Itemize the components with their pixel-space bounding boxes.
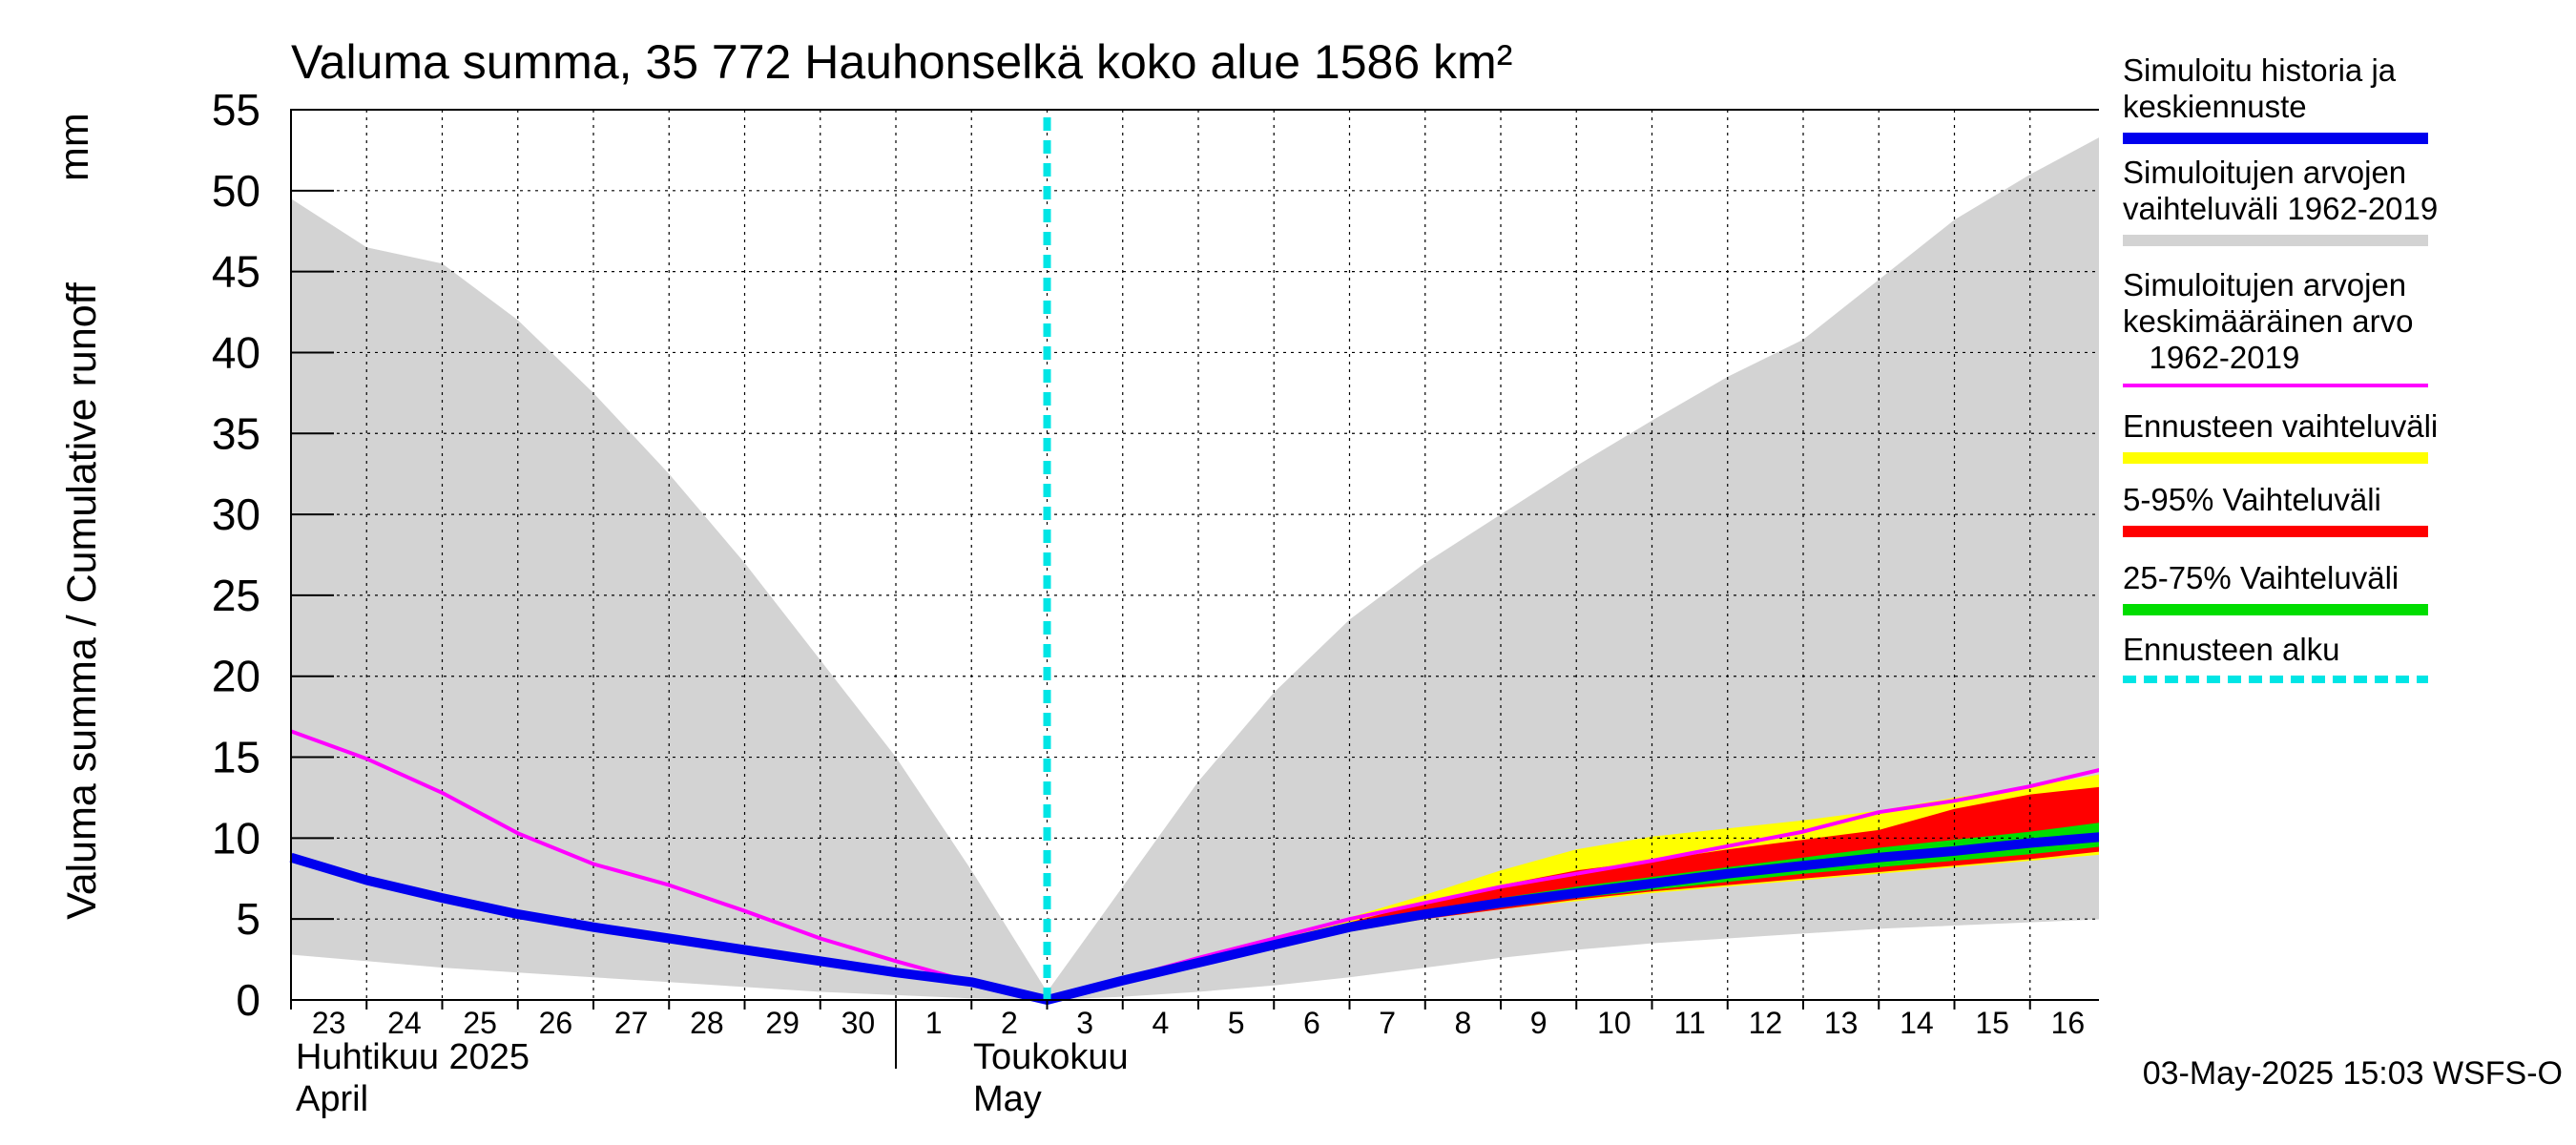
y-tick-label: 0	[236, 975, 260, 1025]
runoff-chart: Valuma summa, 35 772 Hauhonselkä koko al…	[52, 35, 2099, 1119]
x-tick-label: 8	[1454, 1006, 1471, 1040]
x-tick-label: 25	[463, 1006, 497, 1040]
legend-swatch	[2123, 235, 2428, 246]
month-label-en: May	[973, 1079, 1042, 1119]
x-tick-label: 27	[614, 1006, 649, 1040]
month-label-fi: Toukokuu	[973, 1037, 1129, 1077]
x-tick-label: 5	[1228, 1006, 1245, 1040]
x-tick-label: 9	[1530, 1006, 1548, 1040]
legend-swatch	[2123, 133, 2428, 144]
legend-label: Ennusteen vaihteluväli	[2123, 408, 2439, 444]
y-tick-label: 40	[212, 327, 260, 377]
footer-timestamp: 03-May-2025 15:03 WSFS-O	[2142, 1055, 2563, 1092]
y-tick-label: 25	[212, 571, 260, 620]
y-axis-label: Valuma summa / Cumulative runoff	[59, 281, 105, 920]
legend-label: 25-75% Vaihteluväli	[2123, 560, 2399, 595]
y-tick-label: 45	[212, 247, 260, 297]
x-tick-label: 28	[690, 1006, 724, 1040]
x-tick-label: 26	[539, 1006, 573, 1040]
y-tick-label: 50	[212, 166, 260, 216]
x-tick-label: 29	[765, 1006, 800, 1040]
x-tick-label: 24	[387, 1006, 422, 1040]
x-tick-label: 3	[1076, 1006, 1093, 1040]
x-tick-label: 23	[312, 1006, 346, 1040]
y-tick-label: 20	[212, 652, 260, 701]
x-tick-label: 11	[1674, 1006, 1706, 1040]
y-tick-label: 5	[236, 894, 260, 944]
x-tick-label: 12	[1749, 1006, 1783, 1040]
legend-swatch	[2123, 452, 2428, 464]
legend-swatch	[2123, 676, 2428, 683]
legend-label: 5-95% Vaihteluväli	[2123, 482, 2381, 517]
legend-swatch	[2123, 384, 2428, 387]
y-tick-label: 10	[212, 813, 260, 863]
x-tick-label: 6	[1303, 1006, 1320, 1040]
legend-label: Simuloitu historia ja keskiennuste	[2123, 52, 2397, 124]
y-tick-label: 30	[212, 489, 260, 539]
x-tick-label: 14	[1900, 1006, 1934, 1040]
legend-label: Simuloitujen arvojen vaihteluväli 1962-2…	[2123, 155, 2439, 226]
month-label-en: April	[296, 1079, 368, 1119]
legend-swatch	[2123, 526, 2428, 537]
legend-label: Simuloitujen arvojen keskimääräinen arvo…	[2123, 267, 2414, 375]
month-label-fi: Huhtikuu 2025	[296, 1037, 530, 1077]
x-tick-label: 2	[1001, 1006, 1018, 1040]
legend-swatch	[2123, 604, 2428, 615]
x-tick-label: 30	[841, 1006, 876, 1040]
legend-label: Ennusteen alku	[2123, 632, 2340, 667]
x-tick-label: 13	[1824, 1006, 1859, 1040]
y-axis-unit: mm	[52, 113, 97, 181]
y-tick-label: 15	[212, 733, 260, 782]
x-tick-label: 7	[1379, 1006, 1396, 1040]
x-tick-label: 15	[1975, 1006, 2009, 1040]
x-tick-label: 10	[1597, 1006, 1631, 1040]
series-line-simuloitu-historia-ja-keskiennuste	[289, 832, 2099, 1005]
x-tick-label: 1	[925, 1006, 943, 1040]
band-25-75-vaihteluv-li	[1047, 822, 2099, 1000]
chart-title: Valuma summa, 35 772 Hauhonselkä koko al…	[291, 35, 1512, 89]
y-tick-label: 55	[212, 85, 260, 135]
x-tick-label: 16	[2051, 1006, 2086, 1040]
band-simuloitujen-arvojen-vaihteluv-li-1962-2019	[291, 137, 2099, 1000]
x-tick-label: 4	[1152, 1006, 1169, 1040]
y-tick-label: 35	[212, 408, 260, 458]
